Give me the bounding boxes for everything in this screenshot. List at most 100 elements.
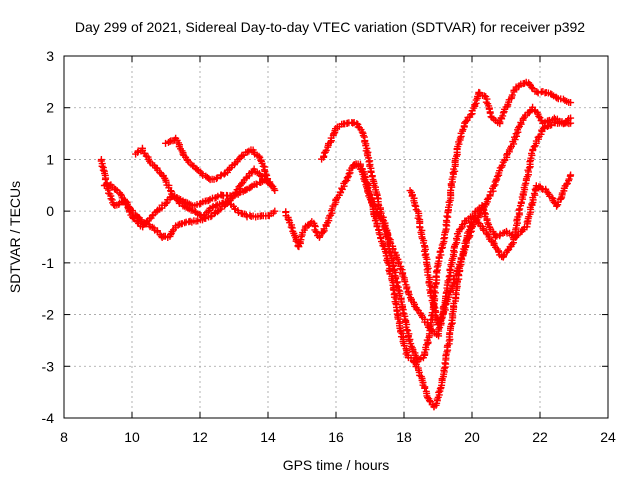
data-point: [313, 228, 321, 236]
data-point: [567, 99, 575, 107]
data-point: [499, 252, 507, 260]
data-point: [255, 152, 263, 160]
data-point: [343, 174, 351, 182]
data-point: [364, 186, 372, 194]
data-point: [489, 238, 497, 246]
data-point: [535, 112, 543, 120]
data-point: [330, 130, 338, 138]
x-tick-label: 24: [600, 429, 616, 445]
data-point: [438, 311, 446, 319]
data-point: [397, 328, 405, 336]
data-points: [97, 78, 575, 411]
y-tick-label: 2: [46, 100, 54, 116]
data-point: [479, 225, 487, 233]
data-point: [367, 194, 375, 202]
data-point: [514, 124, 522, 132]
data-point: [205, 197, 213, 205]
data-point: [504, 246, 512, 254]
data-point: [262, 170, 270, 178]
data-point: [257, 156, 265, 164]
data-point: [482, 98, 490, 106]
x-tick-label: 20: [464, 429, 480, 445]
data-point: [238, 180, 246, 188]
data-point: [516, 205, 524, 213]
data-point: [205, 174, 213, 182]
data-point: [162, 199, 170, 207]
data-point: [322, 146, 330, 154]
data-point: [101, 175, 109, 183]
data-point: [498, 161, 506, 169]
y-tick-label: -3: [42, 358, 55, 374]
data-point: [208, 204, 216, 212]
data-point: [445, 273, 453, 281]
data-point: [567, 171, 575, 179]
data-point: [271, 186, 279, 194]
data-point: [466, 232, 474, 240]
data-point: [472, 96, 480, 104]
data-point: [523, 218, 531, 226]
data-point: [499, 109, 507, 117]
data-point: [401, 278, 409, 286]
chart-title: Day 299 of 2021, Sidereal Day-to-day VTE…: [75, 19, 585, 35]
data-point: [256, 171, 264, 179]
data-point: [425, 397, 433, 405]
x-tick-label: 22: [532, 429, 548, 445]
data-point: [385, 234, 393, 242]
data-point: [432, 267, 440, 275]
data-point: [394, 286, 402, 294]
x-tick-label: 12: [192, 429, 208, 445]
data-point: [379, 242, 387, 250]
data-point: [534, 89, 542, 97]
data-point: [385, 247, 393, 255]
x-axis-ticks: 8 10 12 14 16 18 20 22 24: [60, 56, 616, 445]
x-tick-label: 14: [260, 429, 276, 445]
data-point: [112, 185, 120, 193]
data-point: [392, 275, 400, 283]
data-point: [287, 223, 295, 231]
data-point: [378, 216, 386, 224]
data-point: [125, 208, 133, 216]
data-point: [486, 109, 494, 117]
x-tick-label: 10: [124, 429, 140, 445]
data-point: [401, 315, 409, 323]
x-tick-label: 16: [328, 429, 344, 445]
data-point: [456, 134, 464, 142]
data-point: [174, 221, 182, 229]
data-point: [212, 175, 220, 183]
y-axis-ticks: -4 -3 -2 -1 0 1 2 3: [42, 48, 608, 426]
y-tick-label: -2: [42, 307, 55, 323]
data-point: [373, 223, 381, 231]
data-point: [182, 203, 190, 211]
data-point: [471, 101, 479, 109]
data-point: [403, 326, 411, 334]
data-point: [284, 215, 292, 223]
data-point: [467, 111, 475, 119]
data-point: [393, 282, 401, 290]
series-track-7: [352, 114, 575, 340]
y-tick-label: 3: [46, 48, 54, 64]
data-point: [359, 132, 367, 140]
data-point: [384, 231, 392, 239]
data-point: [462, 118, 470, 126]
x-tick-label: 8: [60, 429, 68, 445]
data-point: [143, 218, 151, 226]
series-track-6: [318, 78, 575, 366]
data-point: [553, 94, 561, 102]
data-point: [444, 341, 452, 349]
x-tick-label: 18: [396, 429, 412, 445]
data-point: [499, 112, 507, 120]
data-point: [531, 185, 539, 193]
data-point: [99, 166, 107, 174]
y-tick-label: -1: [42, 255, 55, 271]
data-point: [406, 294, 414, 302]
data-point: [341, 178, 349, 186]
data-point: [491, 233, 499, 241]
data-point: [242, 186, 250, 194]
data-point: [467, 224, 475, 232]
data-point: [411, 201, 419, 209]
data-point: [528, 200, 536, 208]
data-point: [421, 384, 429, 392]
data-point: [345, 170, 353, 178]
data-point: [508, 91, 516, 99]
y-axis-label: SDTVAR / TECUs: [7, 181, 23, 293]
